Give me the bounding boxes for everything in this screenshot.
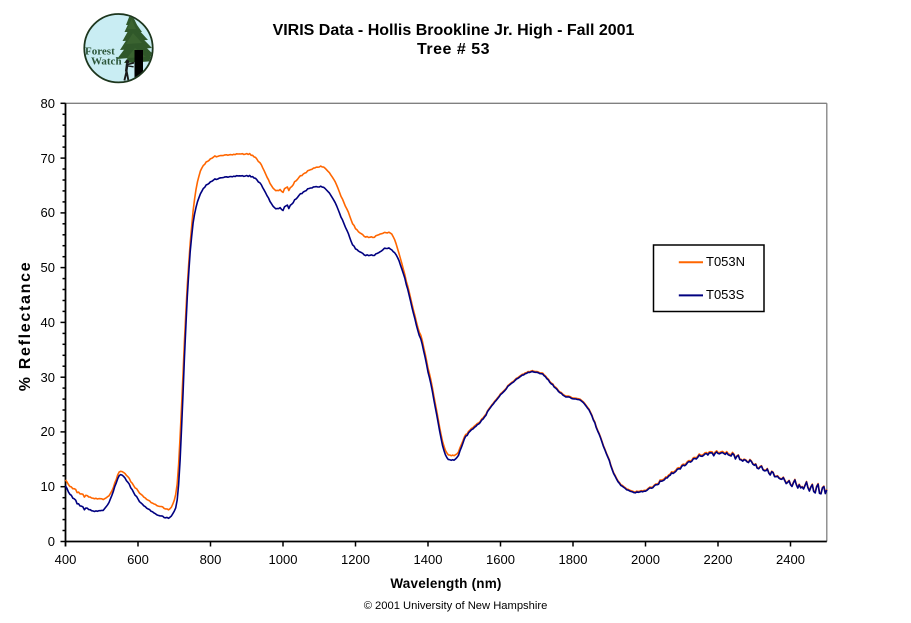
svg-text:Forest: Forest: [85, 46, 115, 58]
svg-text:Watch: Watch: [91, 56, 122, 68]
